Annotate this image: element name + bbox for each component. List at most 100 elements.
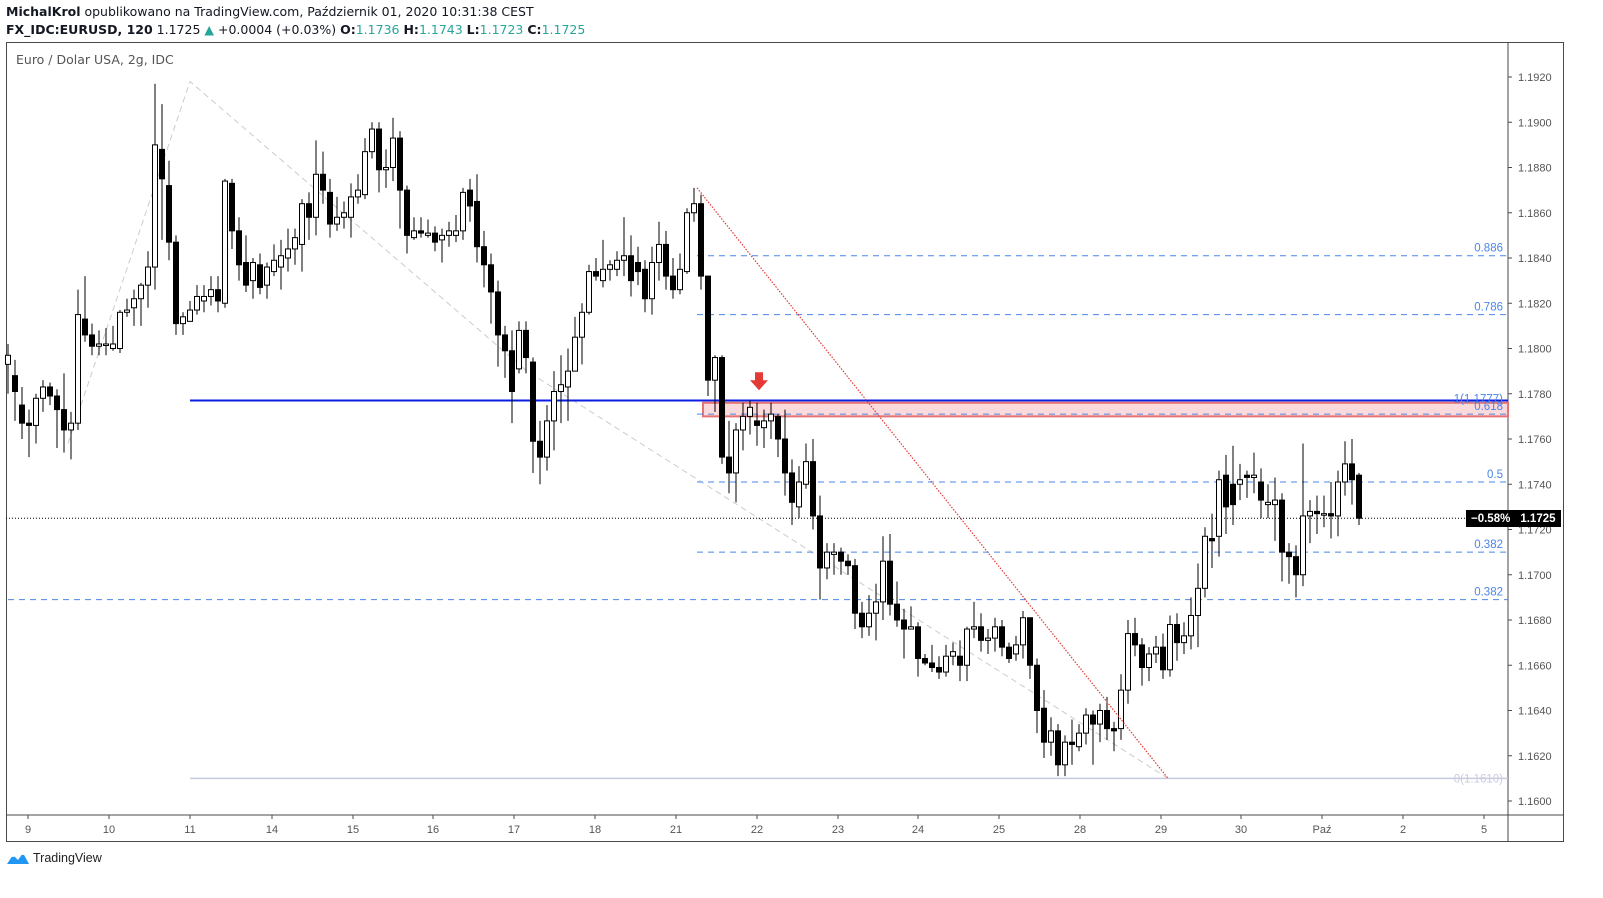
fib-level-label: 0.382 <box>1474 587 1503 599</box>
candle-body <box>558 384 564 392</box>
price-tick-label: 1.1660 <box>1518 660 1552 672</box>
candle-body <box>439 234 445 241</box>
price-tick-label: 1.1880 <box>1518 163 1552 175</box>
candle-body <box>299 203 305 245</box>
candle-body <box>1272 499 1278 506</box>
candle-body <box>894 603 900 621</box>
chart-frame[interactable] <box>6 42 1564 842</box>
tradingview-logo-text: TradingView <box>33 851 102 865</box>
candle-body <box>131 298 137 309</box>
candle-body <box>1293 556 1299 576</box>
candle-body <box>19 404 25 424</box>
candle-body <box>369 128 375 153</box>
candle-body <box>40 386 46 399</box>
candle-body <box>376 128 382 171</box>
price-tick-label: 1.1780 <box>1518 389 1552 401</box>
time-tick-label: 15 <box>347 824 359 836</box>
candle-body <box>887 560 893 605</box>
price-tick-label: 1.1680 <box>1518 615 1552 627</box>
open-value: 1.1736 <box>355 22 400 37</box>
candle-body <box>516 329 522 370</box>
candle-body <box>432 232 438 243</box>
candle-body <box>628 255 634 282</box>
current-price-label: −0.58% 1.1725 <box>1466 510 1561 527</box>
candle-body <box>803 461 809 485</box>
candle-body <box>33 397 39 426</box>
candle-body <box>1258 481 1264 501</box>
candle-body <box>922 657 928 664</box>
candle-body <box>285 248 291 259</box>
candle-body <box>782 438 788 474</box>
candle-body <box>1111 728 1117 732</box>
candle-body <box>1237 479 1243 485</box>
candle-body <box>1020 617 1026 646</box>
candle-body <box>929 662 935 669</box>
candle-body <box>208 289 214 297</box>
candle-body <box>306 203 312 218</box>
candle-body <box>292 237 298 250</box>
candle-body <box>936 667 942 673</box>
fib-level-label: 0.786 <box>1474 302 1503 314</box>
candle-body <box>397 137 403 191</box>
last-price: 1.1725 <box>156 22 201 37</box>
price-tick-label: 1.1760 <box>1518 434 1552 446</box>
price-tick-label: 1.1720 <box>1518 525 1552 537</box>
candle-body <box>215 289 221 302</box>
candle-body <box>481 246 487 266</box>
candle-body <box>12 375 18 392</box>
candle-body <box>201 295 207 302</box>
time-tick-label: 5 <box>1481 824 1487 836</box>
candle-body <box>1244 474 1250 478</box>
candle-body <box>1349 463 1355 481</box>
candle-body <box>1286 551 1292 558</box>
candle-body <box>362 151 368 196</box>
close-value: 1.1725 <box>541 22 586 37</box>
candle-body <box>229 182 235 232</box>
candle-body <box>446 230 452 236</box>
candle-body <box>250 262 256 282</box>
candle-body <box>1174 624 1180 644</box>
candle-body <box>1048 730 1054 743</box>
candle-body <box>103 343 109 346</box>
candle-body <box>740 415 746 431</box>
time-tick-label: 29 <box>1155 824 1167 836</box>
candle-body <box>754 420 760 426</box>
candle-body <box>474 200 480 248</box>
candle-body <box>586 271 592 313</box>
candle-body <box>992 626 998 639</box>
candle-body <box>1307 510 1313 517</box>
candle-body <box>1314 510 1320 515</box>
high-value: 1.1743 <box>418 22 463 37</box>
candle-body <box>712 357 718 381</box>
candle-body <box>1300 515 1306 576</box>
candle-body <box>1202 535 1208 589</box>
low-label: L: <box>466 22 480 37</box>
tradingview-branding[interactable]: TradingView <box>6 850 102 866</box>
candle-body <box>523 329 529 359</box>
candle-body <box>460 191 466 232</box>
candle-body <box>978 626 984 641</box>
candle-body <box>1321 513 1327 516</box>
candle-body <box>404 189 410 236</box>
candle-body <box>761 420 767 429</box>
candle-body <box>271 259 277 273</box>
candle-body <box>47 386 53 397</box>
symbol-label: FX_IDC:EURUSD, 120 <box>6 22 153 37</box>
candle-body <box>152 144 158 268</box>
candle-body <box>621 255 627 261</box>
candle-body <box>467 189 473 207</box>
candle-body <box>957 655 963 666</box>
candle-body <box>68 422 74 431</box>
candle-body <box>915 626 921 659</box>
ohlc-header: FX_IDC:EURUSD, 120 1.1725 ▲ +0.0004 (+0.… <box>6 22 585 37</box>
candle-body <box>1062 741 1068 766</box>
candle-body <box>1146 653 1152 669</box>
candle-body <box>1104 710 1110 730</box>
candle-body <box>222 180 228 304</box>
candle-body <box>1041 707 1047 743</box>
fib-level-label: 0(1.1610) <box>1454 773 1503 785</box>
candle-body <box>614 259 620 270</box>
time-tick-label: 10 <box>103 824 115 836</box>
price-tick-label: 1.1820 <box>1518 298 1552 310</box>
